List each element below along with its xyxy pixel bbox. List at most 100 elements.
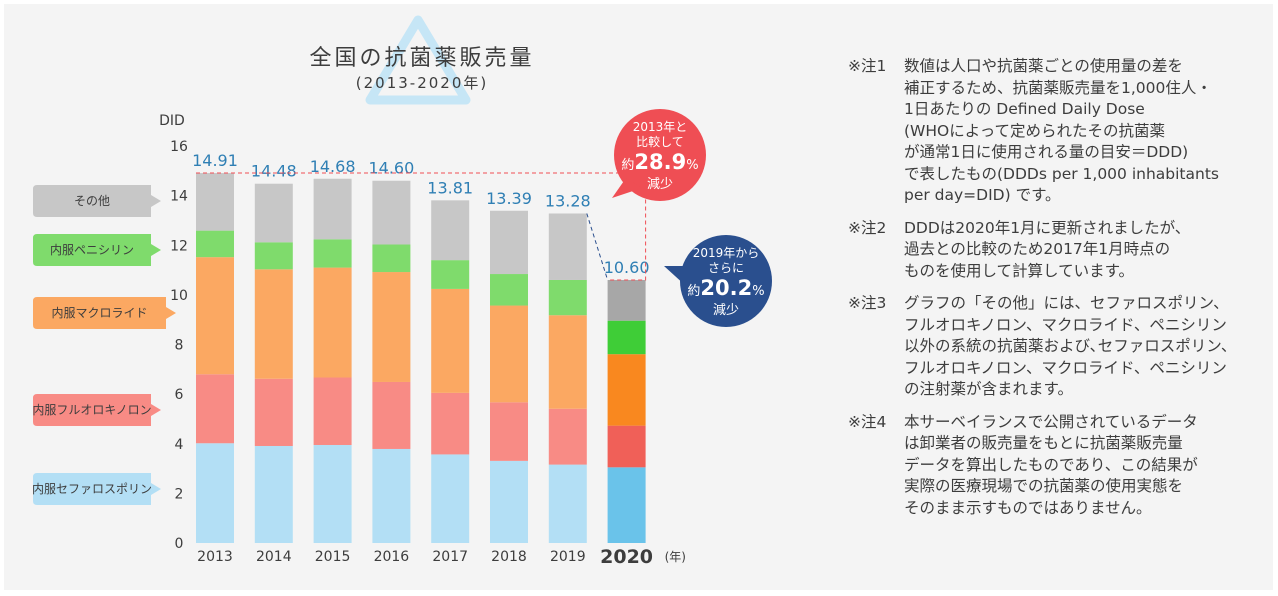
note-label: ※注4 (848, 412, 887, 431)
notes-section: ※注1 数値は人口や抗菌薬ごとの使用量の差を 補正するため、抗菌薬販売量を1,000… (848, 56, 1268, 530)
bar-segment (372, 381, 411, 449)
bar-segment (196, 443, 234, 543)
chart-subtitle: (2013-2020年) (355, 74, 489, 92)
bar-segment (607, 279, 646, 321)
legend-callout-box (33, 297, 176, 329)
reduction-callout-pointer (612, 178, 642, 198)
x-tick-label: 2014 (256, 549, 292, 565)
note-text: 本サーベイランスで公開されているデータ は卸業者の販売量をもとに抗菌薬販売量 データ… (904, 412, 1198, 517)
legend-label: 内服フルオロキノロン (32, 403, 151, 417)
reduction-callout-text: 2019年から (693, 246, 760, 260)
bar-segment (548, 315, 587, 409)
note-label: ※注3 (848, 294, 887, 312)
x-tick-label: 2016 (374, 549, 410, 565)
note-item: ※注3 グラフの「その他」には、セファロスポリン、 フルオロキノロン、マクロライド、… (848, 293, 1268, 401)
y-tick-label: 16 (170, 139, 188, 155)
bar-segment (607, 425, 646, 468)
bar-total-label: 14.48 (251, 162, 297, 181)
y-tick-label: 12 (170, 238, 188, 254)
y-tick-label: 8 (175, 338, 184, 354)
legend-callout-box (33, 234, 161, 266)
legend-callout-box (33, 473, 161, 505)
bar-segment (313, 178, 352, 240)
chart-title: 全国の抗菌薬販売量 (309, 46, 535, 71)
bar-segment (548, 408, 587, 465)
note-item: ※注2 DDDは2020年1月に更新されましたが、 過去との比較のため2017年1月… (848, 218, 1268, 283)
x-tick-label: 2015 (315, 549, 351, 565)
bar-segment (254, 378, 293, 446)
bar-segment (490, 460, 528, 543)
legend-callout-box (33, 394, 161, 426)
bar-segment (196, 230, 234, 258)
reduction-callout-text: 2013年と (633, 120, 688, 134)
legend-label: その他 (74, 194, 110, 208)
bar-total-label: 14.68 (310, 157, 356, 176)
reduction-callout-text: さらに (708, 261, 744, 275)
reduction-callout-circle (614, 109, 706, 201)
bar-segment (313, 377, 352, 445)
y-axis-label: DID (159, 113, 185, 129)
bar-segment (313, 239, 352, 268)
y-tick-label: 2 (175, 486, 184, 502)
bar-segment (490, 210, 528, 275)
bar-segment (431, 200, 470, 261)
bar-segment (548, 213, 587, 280)
reduction-callout-text: 減少 (713, 302, 739, 318)
bar-segment (196, 257, 234, 375)
bar-segment (490, 402, 528, 461)
bar-segment (607, 320, 646, 355)
bar-segment (431, 288, 470, 393)
bar-total-label: 10.60 (604, 258, 650, 277)
reduction-callout-value: 約20.2% (687, 276, 764, 300)
bar-segment (372, 272, 411, 382)
note-label: ※注1 (848, 57, 887, 75)
bar-segment (548, 279, 587, 316)
note-text: 数値は人口や抗菌薬ごとの使用量の差を 補正するため、抗菌薬販売量を1,000住人・… (904, 57, 1219, 204)
note-item: ※注1 数値は人口や抗菌薬ごとの使用量の差を 補正するため、抗菌薬販売量を1,000… (848, 56, 1268, 207)
x-axis-unit: (年) (665, 550, 686, 564)
bar-segment (490, 305, 528, 403)
bar-segment (372, 448, 411, 543)
y-tick-label: 10 (170, 288, 188, 304)
bar-total-label: 13.81 (427, 178, 473, 197)
bar-segment (607, 467, 646, 543)
legend-label: 内服ペニシリン (50, 243, 134, 257)
bar-segment (431, 260, 470, 289)
bar-segment (254, 269, 293, 379)
x-tick-label: 2020 (600, 546, 653, 568)
x-tick-label: 2013 (197, 549, 233, 565)
bar-segment (372, 180, 411, 245)
x-tick-label: 2017 (432, 549, 468, 565)
x-tick-label: 2019 (550, 549, 586, 565)
bar-segment (372, 244, 411, 273)
x-tick-label: 2018 (491, 549, 527, 565)
comparison-line-2013 (196, 172, 647, 281)
comparison-line-2019 (586, 213, 609, 281)
y-tick-label: 0 (175, 536, 184, 552)
bar-segment (196, 173, 234, 231)
bar-segment (607, 354, 646, 426)
legend-callout-box (33, 185, 161, 217)
bar-segment (313, 267, 352, 378)
bar-segment (254, 445, 293, 543)
bar-segment (431, 392, 470, 455)
bar-segment (431, 454, 470, 543)
bar-segment (490, 274, 528, 306)
bar-total-label: 14.60 (368, 159, 414, 178)
legend-label: 内服マクロライド (51, 306, 147, 320)
y-tick-label: 4 (175, 437, 184, 453)
bar-segment (254, 183, 293, 243)
note-text: DDDは2020年1月に更新されましたが、 過去との比較のため2017年1月時点の… (904, 218, 1191, 280)
y-tick-label: 6 (175, 387, 184, 403)
bar-total-label: 13.28 (545, 191, 591, 210)
reduction-callout-pointer (664, 266, 686, 286)
title-triangle-decoration (365, 15, 471, 105)
reduction-callout-circle (680, 235, 772, 327)
bar-segment (254, 242, 293, 270)
note-label: ※注2 (848, 218, 887, 237)
y-tick-label: 14 (170, 189, 188, 205)
bar-total-label: 14.91 (192, 151, 238, 170)
note-text: グラフの「その他」には、セファロスポリン、 フルオロキノロン、マクロライド、ペニシ… (904, 294, 1237, 398)
bar-segment (313, 444, 352, 543)
